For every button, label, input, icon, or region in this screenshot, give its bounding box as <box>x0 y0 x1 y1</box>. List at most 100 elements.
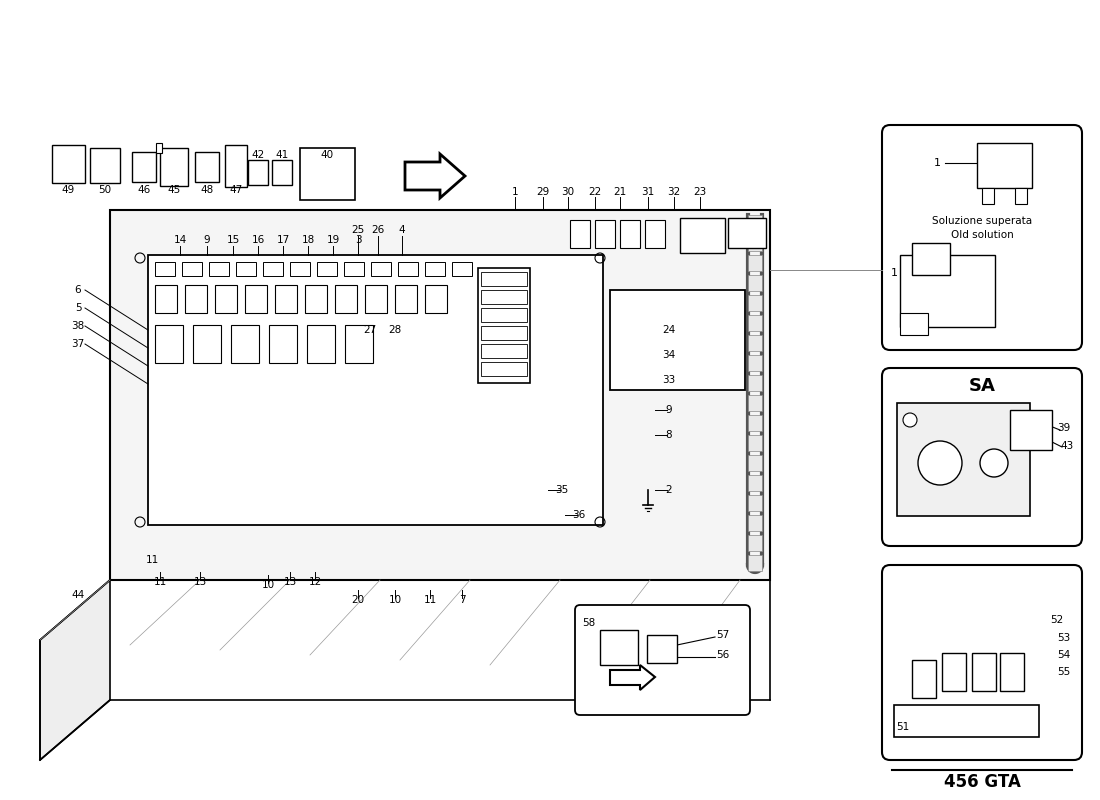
Text: 44: 44 <box>72 590 85 600</box>
Bar <box>132 152 156 182</box>
Bar <box>645 220 665 248</box>
Bar <box>398 262 418 276</box>
Text: 9: 9 <box>204 235 210 245</box>
Text: 10: 10 <box>388 595 401 605</box>
FancyBboxPatch shape <box>882 565 1082 760</box>
Text: 25: 25 <box>351 225 364 235</box>
Bar <box>748 535 762 551</box>
Text: 21: 21 <box>614 187 627 197</box>
Bar <box>192 325 221 363</box>
Text: 50: 50 <box>98 185 111 195</box>
Text: 16: 16 <box>252 235 265 245</box>
Bar <box>680 218 725 253</box>
Bar <box>263 262 283 276</box>
Bar <box>481 326 527 340</box>
Bar <box>155 262 175 276</box>
Bar <box>248 160 268 185</box>
Text: 43: 43 <box>1060 441 1074 451</box>
Text: 22: 22 <box>588 187 602 197</box>
Bar <box>344 262 364 276</box>
Bar <box>245 285 267 313</box>
Polygon shape <box>610 665 654 690</box>
Bar <box>270 325 297 363</box>
Text: 11: 11 <box>153 577 166 587</box>
Bar <box>317 262 337 276</box>
Text: 13: 13 <box>284 577 297 587</box>
Bar <box>478 268 530 383</box>
Circle shape <box>980 449 1008 477</box>
Text: 55: 55 <box>1057 667 1070 677</box>
Text: 41: 41 <box>275 150 288 160</box>
Text: 23: 23 <box>693 187 706 197</box>
Text: 10: 10 <box>262 580 275 590</box>
Text: 13: 13 <box>194 577 207 587</box>
Bar <box>1010 410 1052 450</box>
Bar <box>647 635 676 663</box>
Text: 26: 26 <box>372 225 385 235</box>
Text: 48: 48 <box>200 185 213 195</box>
Bar <box>1015 188 1027 204</box>
Bar <box>600 630 638 665</box>
Text: 38: 38 <box>72 321 85 331</box>
Text: 27: 27 <box>363 325 376 335</box>
Text: 20: 20 <box>351 595 364 605</box>
Bar <box>155 285 177 313</box>
Bar <box>452 262 472 276</box>
Text: 57: 57 <box>716 630 729 640</box>
Text: 30: 30 <box>561 187 574 197</box>
Text: 37: 37 <box>72 339 85 349</box>
Text: 33: 33 <box>662 375 675 385</box>
Text: 49: 49 <box>62 185 75 195</box>
Text: 45: 45 <box>167 185 180 195</box>
Bar <box>290 262 310 276</box>
Bar <box>748 555 762 571</box>
Bar <box>900 255 996 327</box>
Text: 9: 9 <box>666 405 672 415</box>
FancyBboxPatch shape <box>882 125 1082 350</box>
Bar <box>481 362 527 376</box>
Text: 7: 7 <box>459 595 465 605</box>
Bar <box>148 255 603 525</box>
Bar <box>395 285 417 313</box>
Circle shape <box>903 413 917 427</box>
Text: 6: 6 <box>75 285 81 295</box>
Bar <box>209 262 229 276</box>
Bar <box>900 313 928 335</box>
Bar <box>728 218 766 248</box>
Bar <box>231 325 258 363</box>
Text: Soluzione superata: Soluzione superata <box>932 216 1032 226</box>
Text: 35: 35 <box>556 485 569 495</box>
Bar <box>977 143 1032 188</box>
Bar <box>748 475 762 491</box>
Circle shape <box>918 441 962 485</box>
Bar <box>481 308 527 322</box>
Bar <box>345 325 373 363</box>
Bar <box>748 335 762 351</box>
Text: 36: 36 <box>572 510 585 520</box>
Text: 53: 53 <box>1057 633 1070 643</box>
Bar <box>982 188 994 204</box>
Bar <box>226 145 248 187</box>
Text: 47: 47 <box>230 185 243 195</box>
FancyBboxPatch shape <box>575 605 750 715</box>
Bar <box>365 285 387 313</box>
Text: 3: 3 <box>354 235 361 245</box>
Text: Old solution: Old solution <box>950 230 1013 240</box>
Text: 17: 17 <box>276 235 289 245</box>
Text: 15: 15 <box>227 235 240 245</box>
Bar <box>748 495 762 511</box>
Bar <box>425 285 447 313</box>
Text: eurosparts: eurosparts <box>209 366 651 434</box>
Text: 56: 56 <box>716 650 729 660</box>
Bar <box>195 152 219 182</box>
Text: 52: 52 <box>1050 615 1064 625</box>
Text: 14: 14 <box>174 235 187 245</box>
Bar <box>481 344 527 358</box>
Bar <box>595 220 615 248</box>
Bar <box>570 220 590 248</box>
Text: 54: 54 <box>1057 650 1070 660</box>
Text: 31: 31 <box>641 187 654 197</box>
Bar <box>275 285 297 313</box>
Bar <box>748 255 762 271</box>
Bar <box>272 160 292 185</box>
